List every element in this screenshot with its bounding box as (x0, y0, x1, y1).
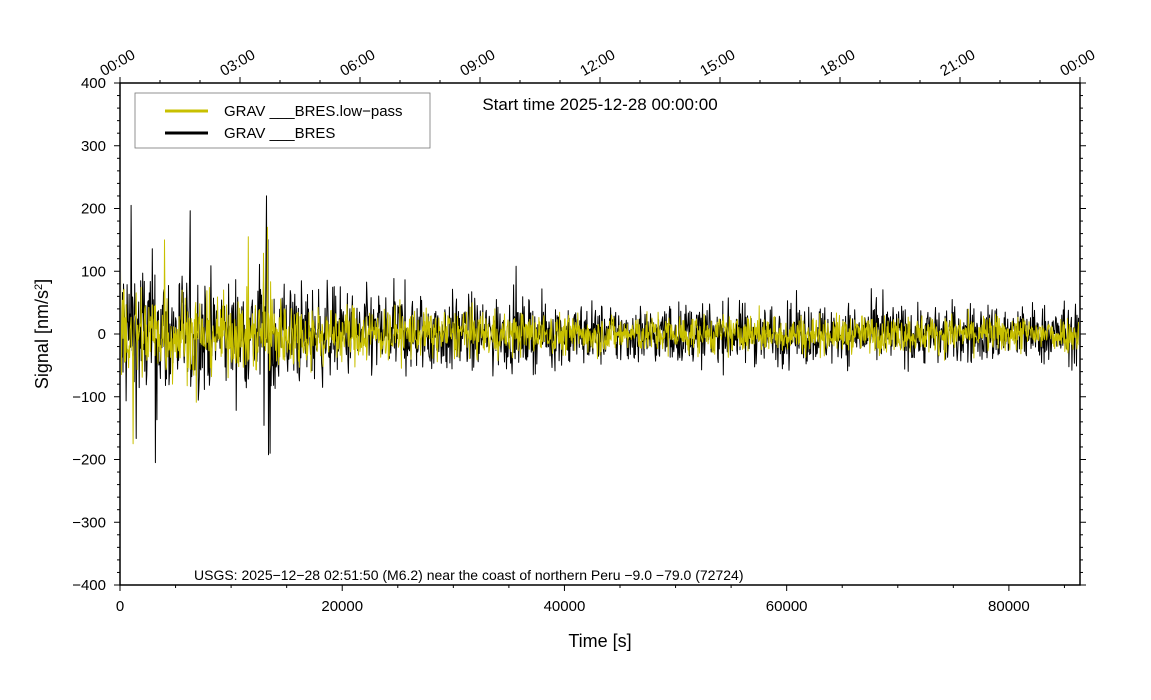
top-time-label: 15:00 (697, 46, 738, 79)
top-time-label: 00:00 (1057, 46, 1098, 79)
top-time-label: 06:00 (337, 46, 378, 79)
x-axis-label: Time [s] (568, 631, 631, 651)
x-tick-label: 20000 (321, 598, 363, 615)
y-tick-label: −200 (72, 452, 106, 469)
y-axis-label-main: Signal [nm/s (32, 290, 52, 389)
legend-label-raw: GRAV ___BRES (224, 125, 335, 142)
top-time-label: 09:00 (457, 46, 498, 79)
y-tick-label: −100 (72, 389, 106, 406)
axis-ticks (114, 77, 1086, 591)
top-time-label: 21:00 (937, 46, 978, 79)
x-tick-labels: 0 20000 40000 60000 80000 (116, 598, 1030, 615)
y-tick-label: 0 (98, 326, 106, 343)
x-tick-label: 0 (116, 598, 124, 615)
y-tick-label: 300 (81, 138, 106, 155)
y-axis-label-close: ] (32, 279, 52, 284)
earthquake-annotation: USGS: 2025−12−28 02:51:50 (M6.2) near th… (194, 567, 743, 583)
y-tick-label: 400 (81, 75, 106, 92)
legend-box (134, 92, 431, 149)
y-axis-label-sup: 2 (33, 284, 45, 290)
y-tick-labels: −400 −300 −200 −100 0 100 200 300 400 (72, 75, 106, 594)
top-time-axis: 00:00 03:00 06:00 09:00 12:00 15:00 18:00 21:00… (97, 46, 1098, 79)
top-time-label: 03:00 (217, 46, 258, 79)
legend: GRAV ___BRES.low−pass GRAV ___BRES (134, 92, 431, 149)
y-axis-label: Signal [nm/s2] (32, 279, 52, 389)
x-tick-label: 80000 (988, 598, 1030, 615)
y-tick-label: 100 (81, 263, 106, 280)
y-tick-label: −300 (72, 514, 106, 531)
top-time-label: 12:00 (577, 46, 618, 79)
x-tick-label: 40000 (544, 598, 586, 615)
series-line-grav-bres-low-pass (121, 226, 1079, 445)
y-tick-label: −400 (72, 577, 106, 594)
y-tick-label: 200 (81, 201, 106, 218)
chart-title: Start time 2025-12-28 00:00:00 (482, 95, 717, 114)
x-tick-label: 60000 (766, 598, 808, 615)
legend-label-low-pass: GRAV ___BRES.low−pass (224, 103, 403, 120)
top-time-label: 18:00 (817, 46, 858, 79)
